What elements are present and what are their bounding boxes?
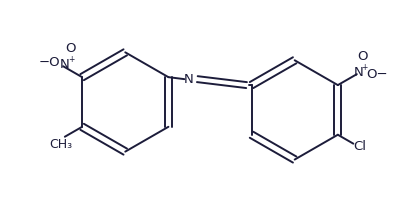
Text: O−: O− xyxy=(366,68,388,81)
Text: CH₃: CH₃ xyxy=(49,138,73,151)
Text: N: N xyxy=(183,73,193,86)
Text: +: + xyxy=(361,63,368,72)
Text: +: + xyxy=(68,55,74,64)
Text: −O: −O xyxy=(38,56,60,69)
Text: O: O xyxy=(357,50,368,63)
Text: N: N xyxy=(60,58,70,71)
Text: N: N xyxy=(354,66,364,79)
Text: O: O xyxy=(65,42,75,55)
Text: Cl: Cl xyxy=(353,140,366,153)
